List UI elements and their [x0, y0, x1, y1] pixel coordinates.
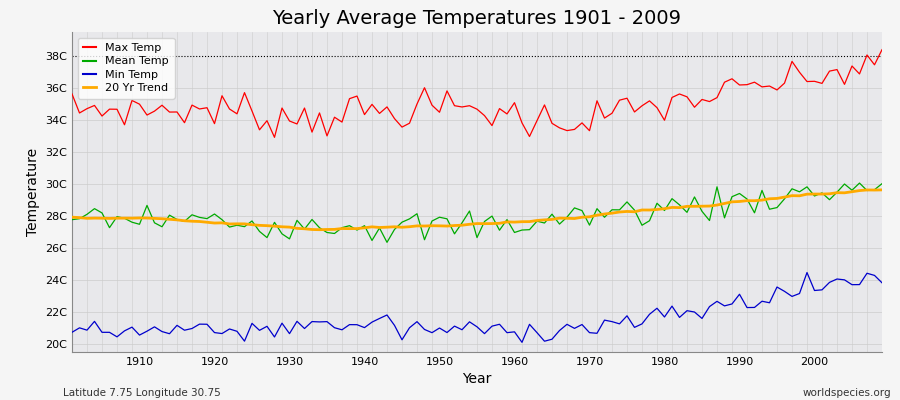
Text: worldspecies.org: worldspecies.org — [803, 388, 891, 398]
Text: Latitude 7.75 Longitude 30.75: Latitude 7.75 Longitude 30.75 — [63, 388, 220, 398]
Legend: Max Temp, Mean Temp, Min Temp, 20 Yr Trend: Max Temp, Mean Temp, Min Temp, 20 Yr Tre… — [77, 38, 175, 99]
X-axis label: Year: Year — [463, 372, 491, 386]
Title: Yearly Average Temperatures 1901 - 2009: Yearly Average Temperatures 1901 - 2009 — [273, 9, 681, 28]
Y-axis label: Temperature: Temperature — [25, 148, 40, 236]
